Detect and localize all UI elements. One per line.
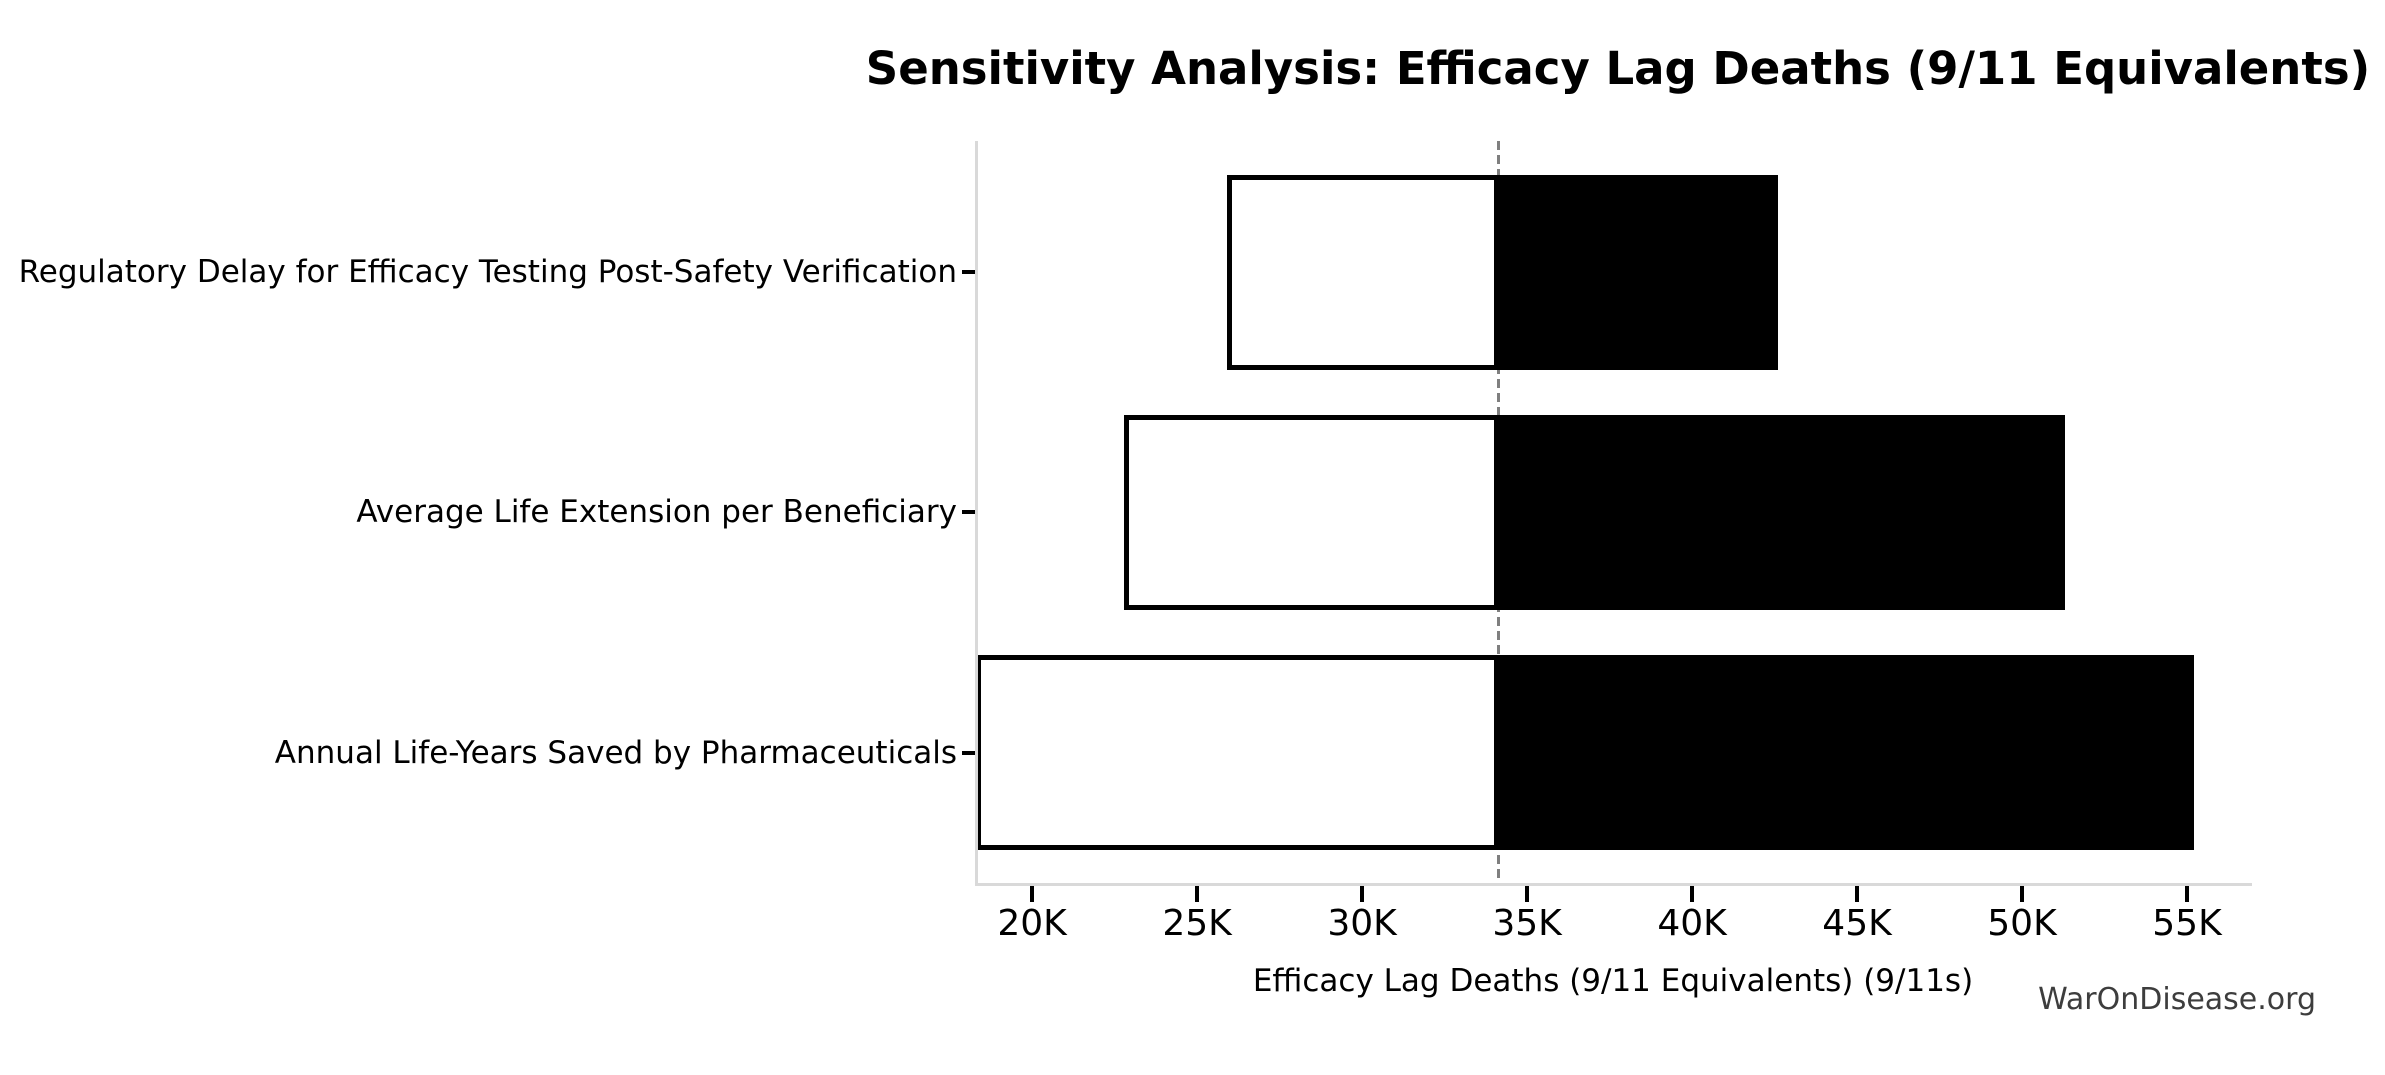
x-tick-mark [2020,886,2024,902]
y-axis-spine [975,141,978,886]
x-tick-mark [1360,886,1365,902]
x-tick-mark [1690,886,1695,902]
y-tick-mark [962,750,975,755]
x-axis-label: Efficacy Lag Deaths (9/11 Equivalents) (… [1252,963,1974,999]
x-tick-label: 30K [1327,903,1397,944]
y-tick-mark [962,270,975,274]
bar-low-segment [1226,174,1499,370]
bar-low-segment [1124,414,1499,610]
x-tick-mark [1030,886,1035,902]
x-tick-mark [1855,886,1860,902]
x-tick-label: 20K [997,903,1067,944]
bar-low-segment [975,655,1499,850]
x-tick-mark [1525,886,1530,902]
x-tick-label: 45K [1822,903,1892,944]
bar-high-segment [1498,174,1778,370]
y-category-label: Regulatory Delay for Efficacy Testing Po… [18,254,957,290]
x-tick-label: 25K [1162,903,1232,944]
bar-high-segment [1498,655,2194,850]
y-tick-mark [962,510,975,515]
x-tick-label: 35K [1492,903,1562,944]
watermark-text: WarOnDisease.org [2038,982,2316,1017]
x-tick-mark [1195,886,1200,902]
x-tick-label: 50K [1987,903,2057,944]
x-axis-spine [975,883,2252,886]
y-category-label: Average Life Extension per Beneficiary [356,494,957,531]
x-tick-label: 55K [2152,903,2222,944]
x-tick-label: 40K [1657,903,1727,944]
bar-high-segment [1498,414,2065,610]
x-tick-mark [2184,886,2189,902]
y-category-label: Annual Life-Years Saved by Pharmaceutica… [274,734,957,771]
chart-title: Sensitivity Analysis: Efficacy Lag Death… [865,42,2371,95]
